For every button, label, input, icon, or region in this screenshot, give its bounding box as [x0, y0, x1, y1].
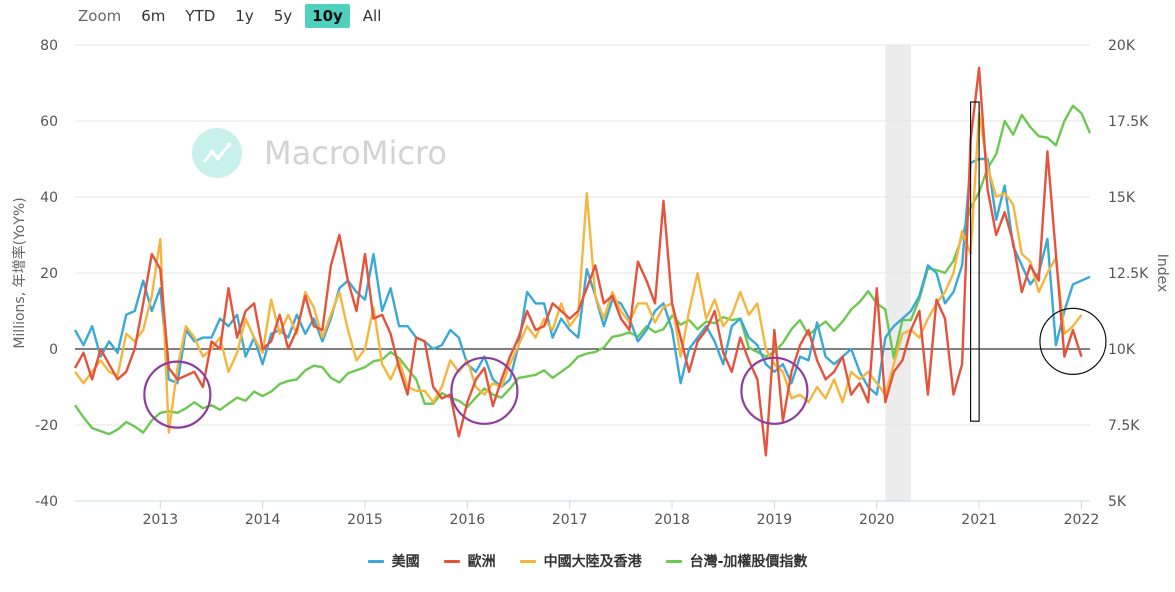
legend-swatch — [443, 559, 460, 563]
y-right-tick-label: 17.5K — [1108, 114, 1149, 130]
legend-swatch — [665, 559, 682, 563]
y-left-tick-label: 40 — [40, 190, 58, 206]
x-tick-label: 2014 — [245, 512, 281, 528]
y-left-axis-title: Millions, 年增率(YoY%) — [11, 197, 28, 348]
x-tick-label: 2016 — [450, 512, 486, 528]
watermark: MacroMicro — [192, 128, 447, 178]
legend-item-europe[interactable]: 歐洲 — [443, 551, 496, 571]
y-left-tick-label: -20 — [35, 418, 58, 434]
y-right-tick-label: 5K — [1108, 494, 1127, 510]
y-right-tick-label: 7.5K — [1108, 418, 1140, 434]
y-left-tick-label: 80 — [40, 38, 58, 54]
legend-item-taiex[interactable]: 台灣-加權股價指數 — [665, 551, 808, 571]
macromicro-logo-icon — [192, 128, 242, 178]
legend-label: 中國大陸及香港 — [543, 554, 642, 570]
annotation-circle — [1039, 307, 1107, 375]
legend-item-us[interactable]: 美國 — [367, 551, 420, 571]
x-tick-label: 2020 — [859, 512, 895, 528]
annotation-box — [969, 101, 980, 422]
x-tick-label: 2013 — [142, 512, 178, 528]
series-line-0 — [73, 157, 1091, 396]
zoom-6m-button[interactable]: 6m — [141, 7, 166, 25]
zoom-label: Zoom — [78, 7, 122, 25]
y-right-tick-label: 20K — [1108, 38, 1136, 54]
x-tick-label: 2015 — [347, 512, 383, 528]
y-right-tick-label: 12.5K — [1108, 266, 1149, 282]
annotation-circle — [740, 356, 809, 425]
x-tick-label: 2019 — [757, 512, 793, 528]
series-line-1 — [73, 66, 1083, 457]
y-right-tick-label: 15K — [1108, 190, 1136, 206]
x-tick-label: 2021 — [961, 512, 997, 528]
x-tick-label: 2017 — [552, 512, 588, 528]
watermark-text: MacroMicro — [264, 134, 447, 172]
y-left-tick-label: 20 — [40, 266, 58, 282]
y-left-tick-label: 0 — [49, 342, 58, 358]
zoom-ytd-button[interactable]: YTD — [185, 7, 216, 25]
zoom-10y-button[interactable]: 10y — [305, 4, 350, 28]
legend-label: 美國 — [391, 554, 420, 570]
legend-swatch — [519, 559, 536, 563]
zoom-5y-button[interactable]: 5y — [273, 7, 293, 25]
zoom-1y-button[interactable]: 1y — [235, 7, 254, 25]
y-right-axis-title: Index — [1154, 254, 1170, 293]
legend-swatch — [367, 559, 384, 563]
y-left-tick-label: -40 — [35, 494, 58, 510]
legend-item-china-hk[interactable]: 中國大陸及香港 — [519, 551, 642, 571]
chart-legend: 美國 歐洲 中國大陸及香港 台灣-加權股價指數 — [0, 551, 1175, 571]
y-left-tick-label: 60 — [40, 114, 58, 130]
y-right-tick-label: 10K — [1108, 342, 1136, 358]
series-line-2 — [74, 112, 1083, 434]
x-tick-label: 2022 — [1064, 512, 1100, 528]
annotation-circle — [143, 360, 212, 429]
annotation-circle — [450, 356, 519, 425]
zoom-bar: Zoom 6m YTD 1y 5y 10y All — [70, 3, 391, 29]
x-tick-label: 2018 — [654, 512, 690, 528]
legend-label: 台灣-加權股價指數 — [689, 554, 808, 570]
legend-label: 歐洲 — [467, 554, 496, 570]
zoom-all-button[interactable]: All — [362, 7, 382, 25]
